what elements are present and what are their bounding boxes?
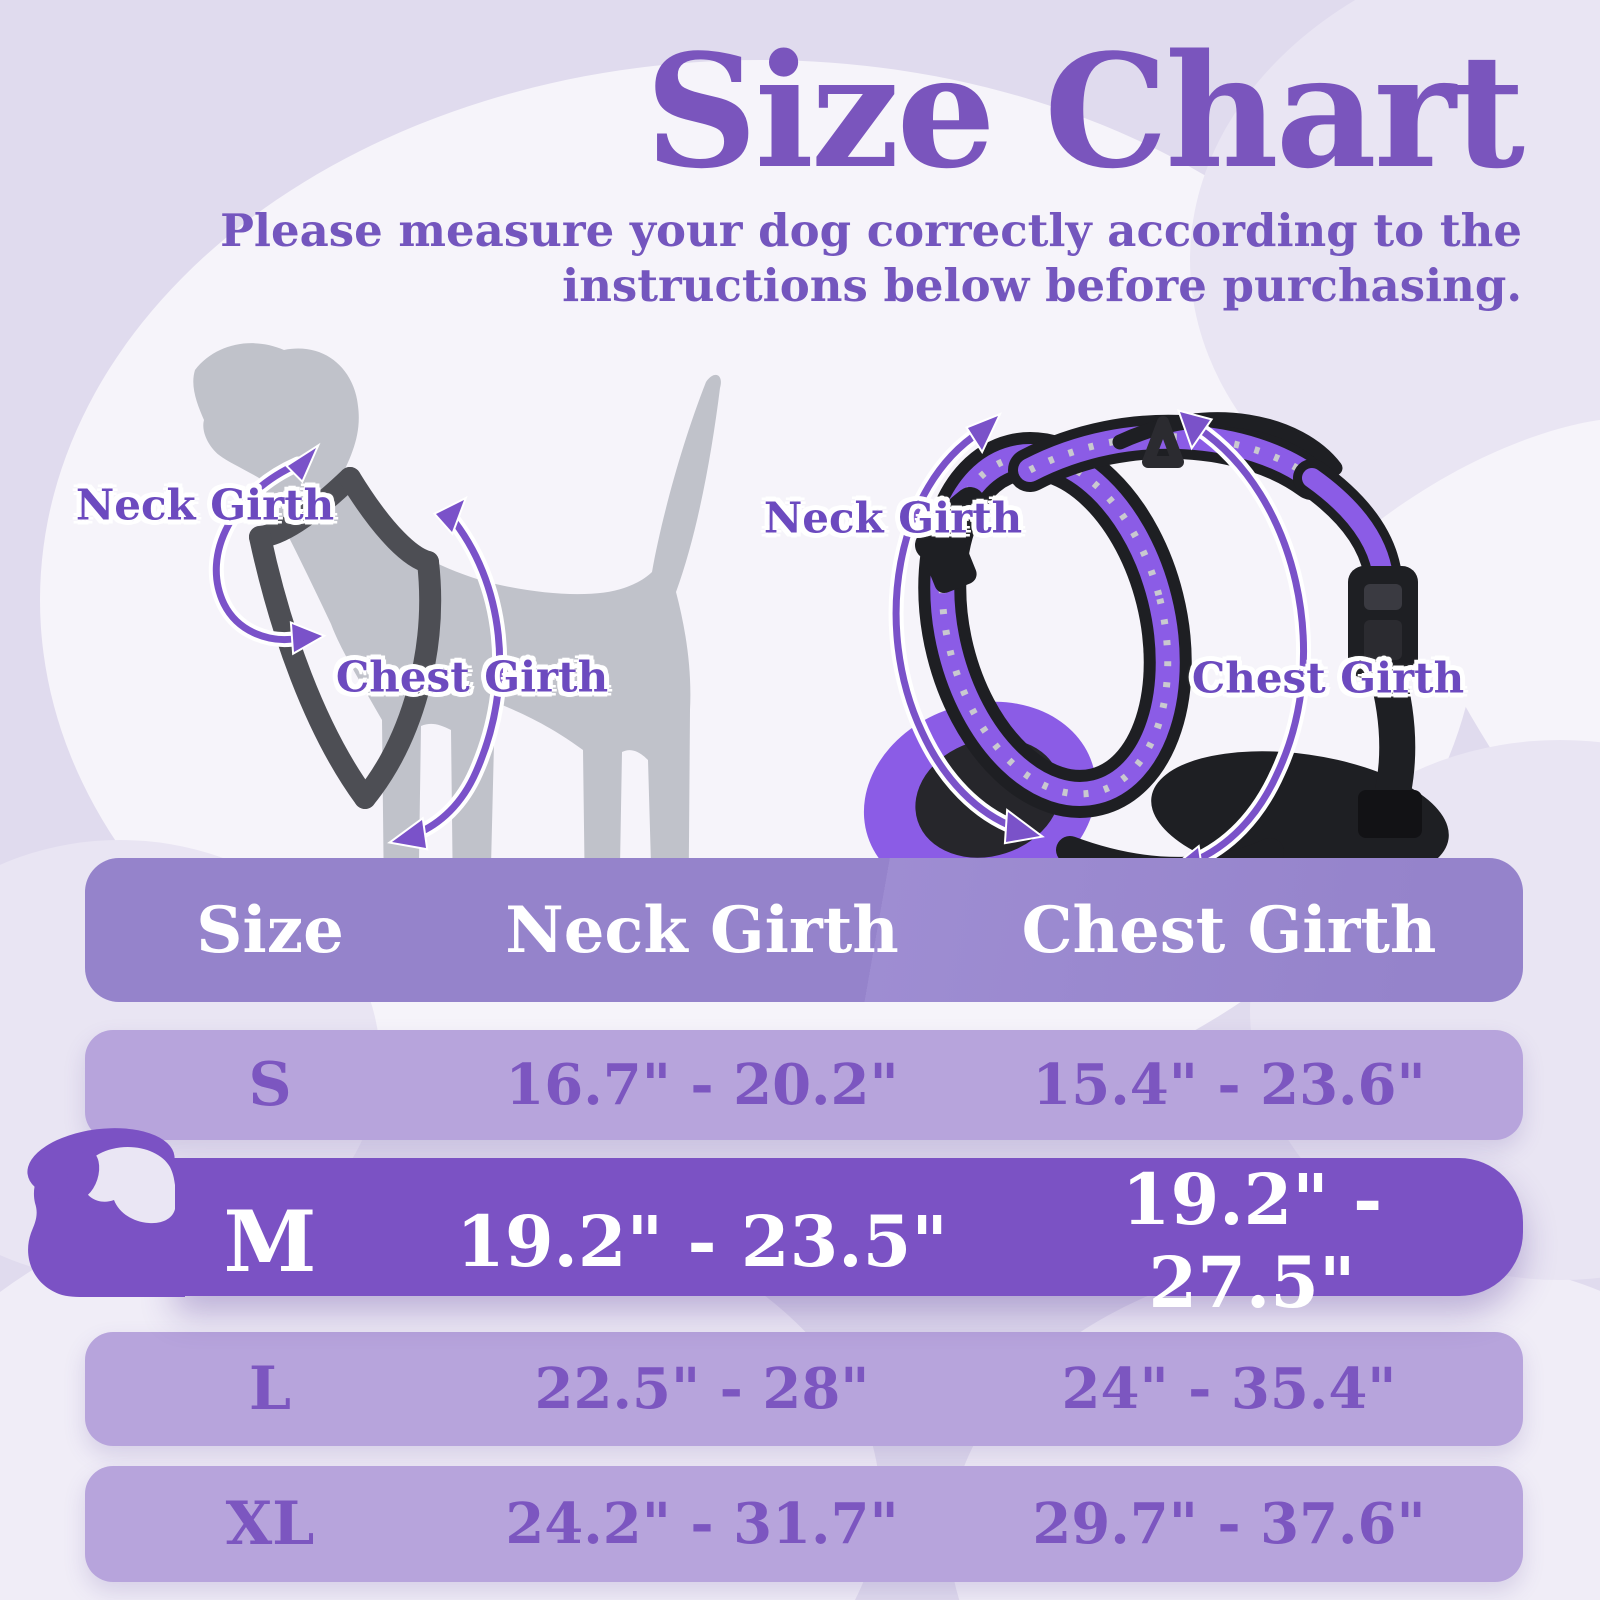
size-value: S: [248, 1050, 292, 1120]
harness-chest-girth-label: Chest Girth: [1191, 653, 1465, 703]
dog-chest-girth-label: Chest Girth: [335, 652, 609, 702]
size-value: L: [248, 1354, 292, 1424]
size-table-header: Size Neck Girth Chest Girth: [85, 858, 1523, 1002]
harness-neck-girth-label: Neck Girth: [763, 493, 1023, 543]
dog-measurement-diagram: [193, 343, 721, 995]
neck-girth-value: 24.2" - 31.7": [505, 1491, 899, 1557]
chest-girth-value: 29.7" - 37.6": [1032, 1491, 1426, 1557]
dog-neck-girth-label: Neck Girth: [75, 480, 335, 530]
header: Size Chart Please measure your dog corre…: [220, 20, 1525, 314]
chest-girth-value: 15.4" - 23.6": [1032, 1052, 1426, 1118]
column-header-size: Size: [196, 892, 344, 968]
column-header-neck-girth: Neck Girth: [505, 892, 899, 968]
table-row-size-l: L 22.5" - 28" 24" - 35.4": [85, 1332, 1523, 1446]
subtitle-line-1: Please measure your dog correctly accord…: [220, 203, 1522, 257]
neck-girth-value: 16.7" - 20.2": [505, 1052, 899, 1118]
leash-d-ring: [1142, 416, 1184, 468]
column-header-chest-girth: Chest Girth: [1021, 892, 1437, 968]
dog-head-icon: [27, 1128, 185, 1297]
chest-girth-value: 24" - 35.4": [1061, 1356, 1397, 1422]
neck-girth-value: 22.5" - 28": [534, 1356, 870, 1422]
table-row-size-xl: XL 24.2" - 31.7" 29.7" - 37.6": [85, 1466, 1523, 1582]
size-value: XL: [225, 1489, 315, 1559]
table-row-size-s: S 16.7" - 20.2" 15.4" - 23.6": [85, 1030, 1523, 1140]
page-subtitle: Please measure your dog correctly accord…: [220, 204, 1522, 314]
table-row-size-m-highlighted: M 19.2" - 23.5" 19.2" - 27.5": [27, 1128, 1523, 1324]
page-title: Size Chart: [645, 20, 1525, 203]
harness-neck-girth-arrow: [888, 412, 1045, 845]
subtitle-line-2: instructions below before purchasing.: [562, 258, 1522, 312]
dog-harness-straps: [249, 467, 442, 809]
chest-girth-value: 19.2" - 27.5": [1121, 1158, 1383, 1324]
neck-girth-value: 19.2" - 23.5": [456, 1199, 948, 1283]
dog-neck-girth-arrow: [208, 442, 327, 656]
harness-product-image: [863, 409, 1449, 890]
dog-chest-girth-arrow: [387, 495, 508, 851]
size-value: M: [223, 1191, 317, 1291]
